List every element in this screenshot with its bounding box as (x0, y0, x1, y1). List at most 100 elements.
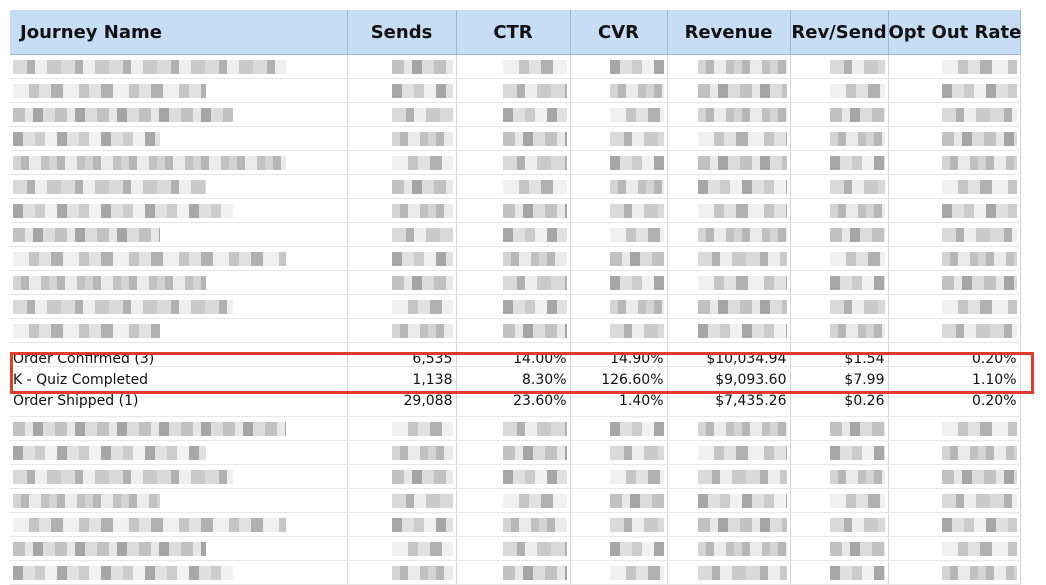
revenue-cell[interactable] (667, 464, 791, 489)
sends-cell[interactable] (347, 78, 457, 103)
ctr-cell[interactable] (456, 198, 571, 223)
table-row-redacted[interactable] (10, 536, 1021, 561)
cvr-cell[interactable]: 14.90% (570, 346, 668, 371)
rev-send-cell[interactable] (790, 464, 889, 489)
rev-send-cell[interactable] (790, 416, 889, 441)
journey-name-cell[interactable] (10, 198, 348, 223)
table-row-redacted[interactable] (10, 560, 1021, 585)
journey-name-cell[interactable] (10, 246, 348, 271)
cvr-cell[interactable] (570, 126, 668, 151)
journey-name-cell[interactable] (10, 440, 348, 465)
sends-cell[interactable] (347, 464, 457, 489)
revenue-cell[interactable] (667, 54, 791, 79)
rev-send-cell[interactable] (790, 102, 889, 127)
table-row-redacted[interactable] (10, 174, 1021, 199)
revenue-cell[interactable] (667, 246, 791, 271)
table-row-redacted[interactable] (10, 126, 1021, 151)
rev-send-cell[interactable] (790, 318, 889, 343)
revenue-cell[interactable] (667, 198, 791, 223)
journey-name-cell[interactable] (10, 536, 348, 561)
sends-cell[interactable] (347, 560, 457, 585)
rev-send-cell[interactable] (790, 198, 889, 223)
sends-cell[interactable] (347, 270, 457, 295)
ctr-cell[interactable]: 14.00% (456, 346, 571, 371)
revenue-cell[interactable]: $7,435.26 (667, 388, 791, 413)
cvr-cell[interactable] (570, 294, 668, 319)
revenue-cell[interactable] (667, 126, 791, 151)
cvr-cell[interactable] (570, 222, 668, 247)
sends-cell[interactable] (347, 512, 457, 537)
rev-send-cell[interactable] (790, 488, 889, 513)
cvr-cell[interactable] (570, 536, 668, 561)
journey-name-cell[interactable] (10, 222, 348, 247)
rev-send-cell[interactable]: $7.99 (790, 366, 889, 393)
revenue-cell[interactable] (667, 270, 791, 295)
revenue-cell[interactable] (667, 294, 791, 319)
ctr-cell[interactable] (456, 102, 571, 127)
journey-name-cell[interactable]: K - Quiz Completed (10, 366, 348, 393)
column-header-revenue[interactable]: Revenue (667, 10, 791, 55)
table-row-redacted[interactable] (10, 270, 1021, 295)
ctr-cell[interactable] (456, 78, 571, 103)
journey-name-cell[interactable] (10, 174, 348, 199)
opt-out-rate-cell[interactable] (888, 440, 1021, 465)
revenue-cell[interactable] (667, 78, 791, 103)
opt-out-rate-cell[interactable] (888, 174, 1021, 199)
revenue-cell[interactable] (667, 174, 791, 199)
opt-out-rate-cell[interactable] (888, 78, 1021, 103)
rev-send-cell[interactable] (790, 222, 889, 247)
opt-out-rate-cell[interactable] (888, 54, 1021, 79)
cvr-cell[interactable] (570, 246, 668, 271)
revenue-cell[interactable] (667, 560, 791, 585)
sends-cell[interactable] (347, 440, 457, 465)
rev-send-cell[interactable] (790, 560, 889, 585)
cvr-cell[interactable] (570, 54, 668, 79)
revenue-cell[interactable] (667, 488, 791, 513)
revenue-cell[interactable] (667, 222, 791, 247)
rev-send-cell[interactable] (790, 440, 889, 465)
ctr-cell[interactable] (456, 246, 571, 271)
ctr-cell[interactable] (456, 560, 571, 585)
rev-send-cell[interactable] (790, 126, 889, 151)
sends-cell[interactable] (347, 416, 457, 441)
cvr-cell[interactable] (570, 464, 668, 489)
sends-cell[interactable] (347, 174, 457, 199)
rev-send-cell[interactable] (790, 512, 889, 537)
sends-cell[interactable] (347, 318, 457, 343)
journey-name-cell[interactable] (10, 102, 348, 127)
cvr-cell[interactable] (570, 102, 668, 127)
rev-send-cell[interactable] (790, 54, 889, 79)
table-row-order-confirmed[interactable]: Order Confirmed (3) 6,535 14.00% 14.90% … (10, 343, 1021, 371)
journey-name-cell[interactable] (10, 464, 348, 489)
rev-send-cell[interactable]: $0.26 (790, 388, 889, 413)
revenue-cell[interactable] (667, 416, 791, 441)
table-row-redacted[interactable] (10, 464, 1021, 489)
opt-out-rate-cell[interactable] (888, 102, 1021, 127)
table-row-redacted[interactable] (10, 440, 1021, 465)
opt-out-rate-cell[interactable] (888, 198, 1021, 223)
sends-cell[interactable] (347, 54, 457, 79)
journey-name-cell[interactable]: Order Shipped (1) (10, 388, 348, 413)
opt-out-rate-cell[interactable] (888, 318, 1021, 343)
opt-out-rate-cell[interactable] (888, 560, 1021, 585)
sends-cell[interactable] (347, 102, 457, 127)
ctr-cell[interactable] (456, 512, 571, 537)
opt-out-rate-cell[interactable] (888, 512, 1021, 537)
sends-cell[interactable] (347, 488, 457, 513)
opt-out-rate-cell[interactable] (888, 126, 1021, 151)
table-row-redacted[interactable] (10, 416, 1021, 441)
revenue-cell[interactable] (667, 440, 791, 465)
rev-send-cell[interactable]: $1.54 (790, 346, 889, 371)
sends-cell[interactable] (347, 294, 457, 319)
cvr-cell[interactable] (570, 416, 668, 441)
table-row-redacted[interactable] (10, 318, 1021, 343)
cvr-cell[interactable] (570, 318, 668, 343)
revenue-cell[interactable] (667, 536, 791, 561)
sends-cell[interactable]: 29,088 (347, 388, 457, 413)
journey-name-cell[interactable]: Order Confirmed (3) (10, 346, 348, 371)
journey-name-cell[interactable] (10, 416, 348, 441)
ctr-cell[interactable] (456, 126, 571, 151)
rev-send-cell[interactable] (790, 174, 889, 199)
revenue-cell[interactable] (667, 318, 791, 343)
ctr-cell[interactable] (456, 174, 571, 199)
